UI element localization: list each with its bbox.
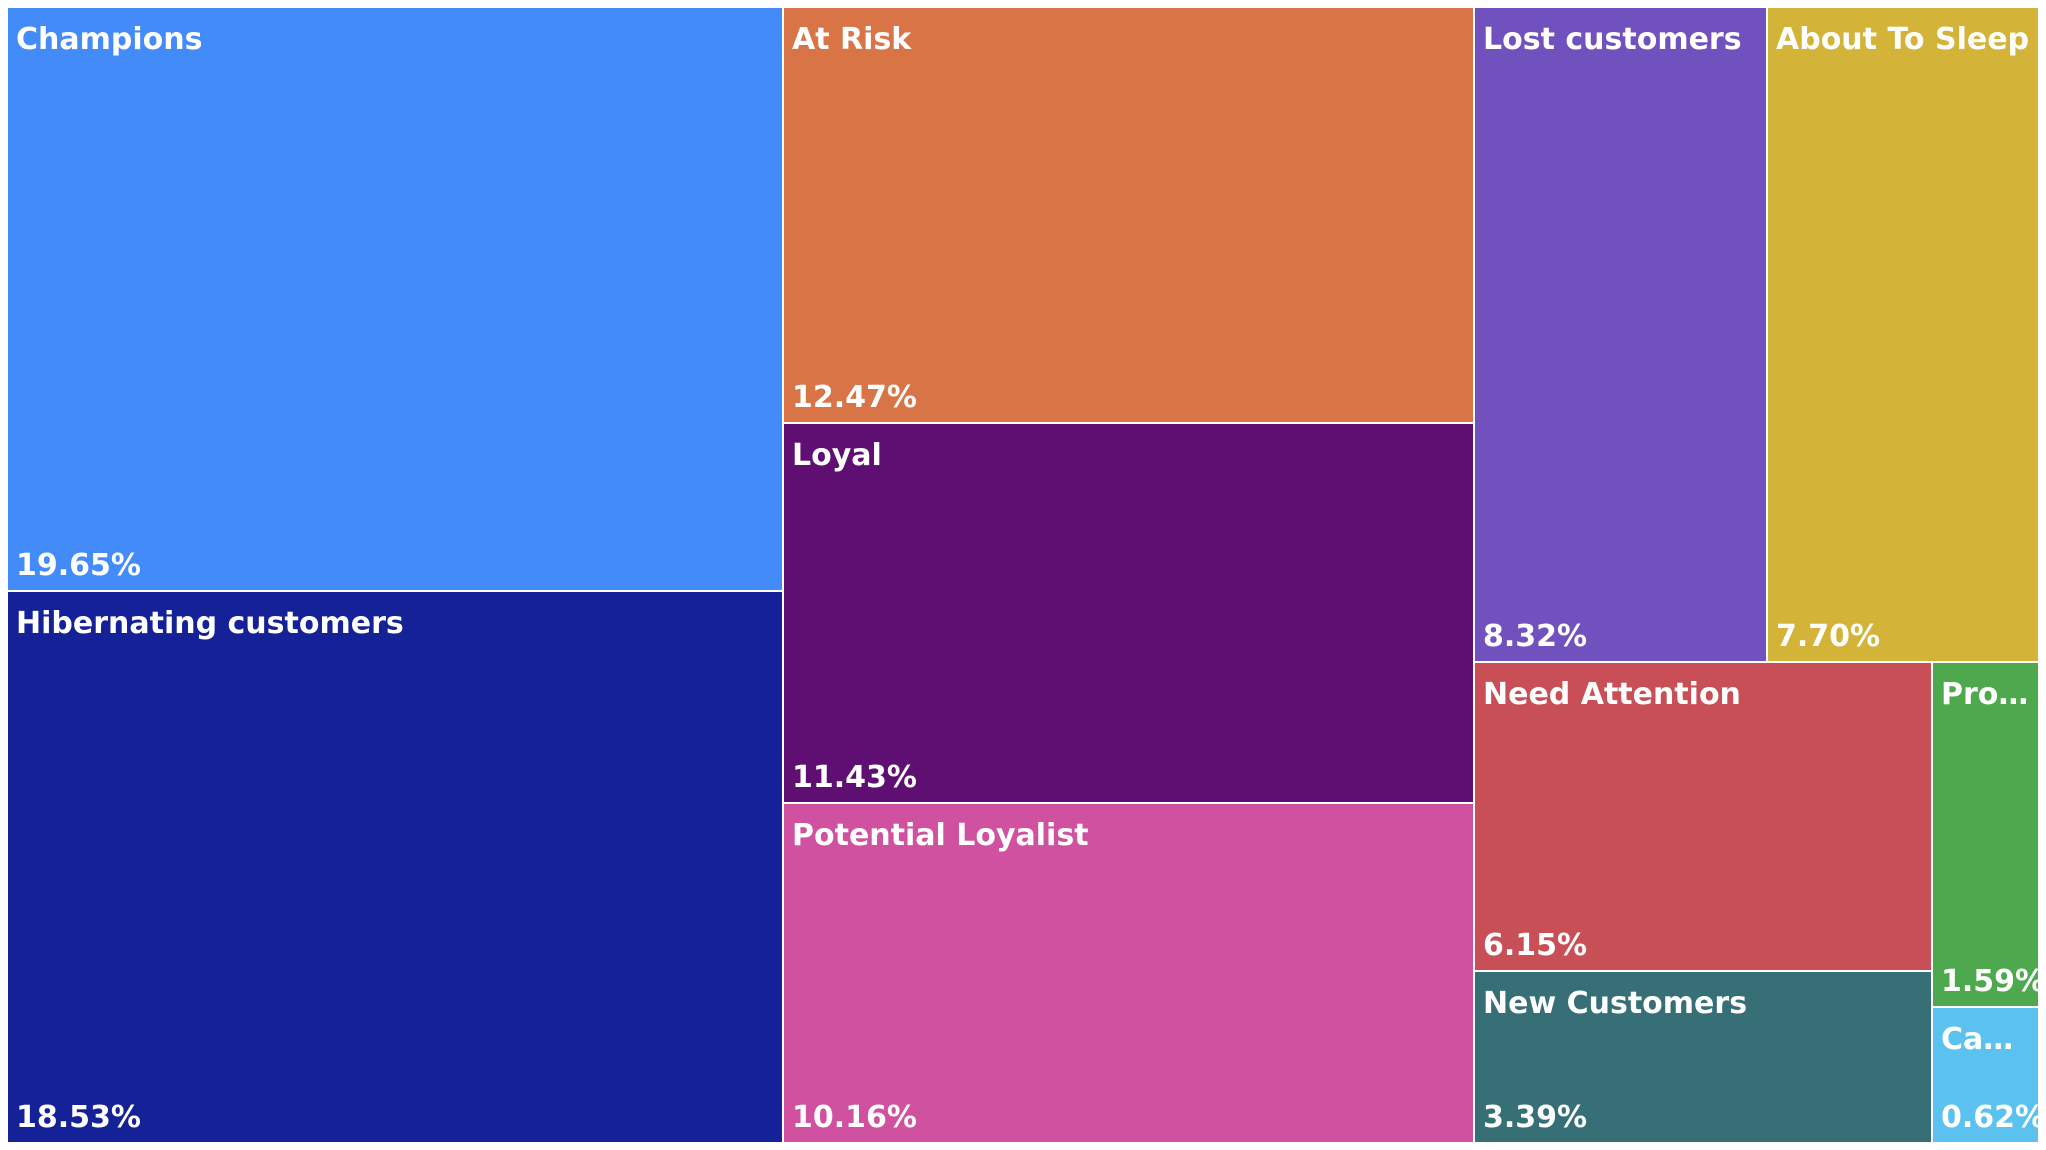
- treemap-tile-champions[interactable]: Champions 19.65%: [7, 7, 783, 591]
- tile-label-champions: Champions: [16, 22, 203, 57]
- treemap-tile-at-risk[interactable]: At Risk 12.47%: [783, 7, 1474, 423]
- tile-label-lost-customers: Lost customers: [1483, 22, 1742, 57]
- tile-value-at-risk: 12.47%: [792, 380, 917, 415]
- tile-label-at-risk: At Risk: [792, 22, 912, 57]
- tile-label-can: Can...: [1941, 1022, 2032, 1057]
- treemap-tile-about-to-sleep[interactable]: About To Sleep 7.70%: [1767, 7, 2039, 662]
- tile-value-lost-customers: 8.32%: [1483, 619, 1588, 654]
- tile-label-new-customers: New Customers: [1483, 986, 1748, 1021]
- tile-value-need-attention: 6.15%: [1483, 928, 1588, 963]
- treemap-tile-pro[interactable]: Pro... 1.59%: [1932, 662, 2039, 1007]
- tile-value-loyal: 11.43%: [792, 760, 917, 795]
- treemap-tile-new-customers[interactable]: New Customers 3.39%: [1474, 971, 1932, 1143]
- treemap-tile-loyal[interactable]: Loyal 11.43%: [783, 423, 1474, 803]
- tile-value-potential-loyalist: 10.16%: [792, 1100, 917, 1135]
- tile-label-loyal: Loyal: [792, 438, 882, 473]
- tile-value-champions: 19.65%: [16, 548, 141, 583]
- treemap-tile-potential-loyalist[interactable]: Potential Loyalist 10.16%: [783, 803, 1474, 1143]
- tile-value-about-to-sleep: 7.70%: [1776, 619, 1881, 654]
- tile-label-need-attention: Need Attention: [1483, 677, 1741, 712]
- tile-value-new-customers: 3.39%: [1483, 1100, 1588, 1135]
- tile-label-potential-loyalist: Potential Loyalist: [792, 818, 1089, 853]
- treemap-tile-need-attention[interactable]: Need Attention 6.15%: [1474, 662, 1932, 971]
- tile-value-can: 0.62%: [1941, 1100, 2039, 1135]
- tile-value-pro: 1.59%: [1941, 964, 2039, 999]
- tile-label-pro: Pro...: [1941, 677, 2032, 712]
- treemap-tile-hibernating-customers[interactable]: Hibernating customers 18.53%: [7, 591, 783, 1143]
- treemap-tile-lost-customers[interactable]: Lost customers 8.32%: [1474, 7, 1767, 662]
- tile-value-hibernating-customers: 18.53%: [16, 1100, 141, 1135]
- tile-label-hibernating-customers: Hibernating customers: [16, 606, 404, 641]
- tile-label-about-to-sleep: About To Sleep: [1776, 22, 2030, 57]
- treemap-tile-can[interactable]: Can... 0.62%: [1932, 1007, 2039, 1143]
